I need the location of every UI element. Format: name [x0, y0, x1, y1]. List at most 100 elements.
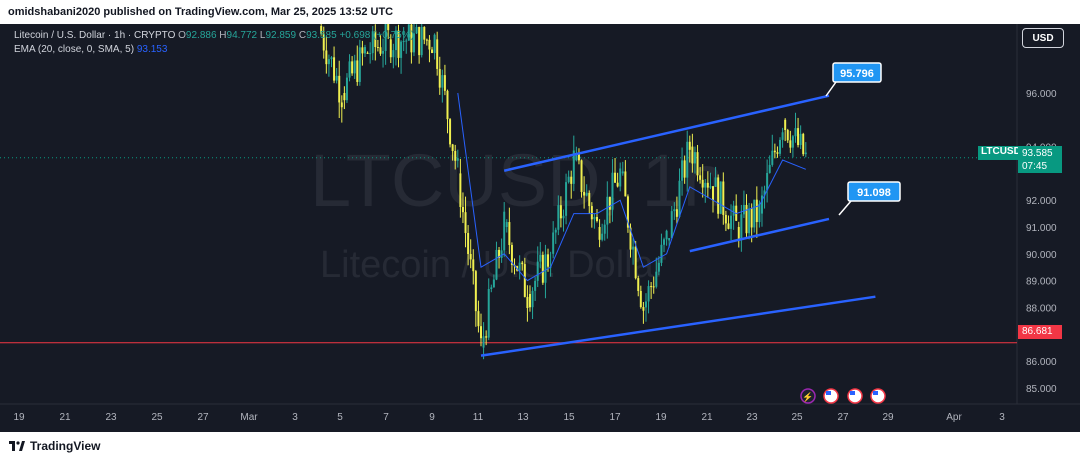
candle-body [343, 93, 346, 101]
candle-body [361, 47, 364, 54]
candle-body [335, 75, 338, 81]
support-price-value: 86.681 [1022, 326, 1053, 337]
candle-body [333, 57, 336, 81]
candle-body [379, 47, 382, 54]
legend-ema-label[interactable]: EMA (20, close, 0, SMA, 5) [14, 44, 135, 55]
candle-body [577, 153, 580, 161]
price-axis[interactable]: 85.00086.00087.00088.00089.00090.00091.0… [1026, 89, 1057, 395]
legend-change: +0.698 (+0.75%) [339, 30, 414, 41]
candle-body [588, 192, 591, 207]
events-row[interactable]: ⚡ [800, 388, 886, 404]
watermark-name: Litecoin / U.S. Dollar [320, 244, 667, 286]
trendline-2[interactable] [689, 217, 830, 253]
trendline-3[interactable] [480, 295, 876, 357]
candle-body [596, 216, 598, 221]
candle-body [624, 171, 627, 197]
candle-body [606, 196, 609, 225]
chart-canvas[interactable]: LTCUSD, 1h Litecoin / U.S. Dollar 85.000… [0, 24, 1080, 432]
ema-line[interactable] [457, 92, 806, 282]
candle-body [701, 179, 704, 188]
x-tick-label: 19 [13, 412, 25, 423]
candle-body [521, 262, 524, 265]
y-tick-label: 85.000 [1026, 384, 1057, 395]
candle-body [760, 195, 763, 214]
candle-body [665, 230, 668, 240]
y-tick-label: 90.000 [1026, 250, 1057, 261]
legend-symbol[interactable]: Litecoin / U.S. Dollar · 1h · CRYPTO [14, 30, 176, 41]
candle-body [526, 296, 529, 308]
currency-button[interactable]: USD [1022, 28, 1064, 48]
candle-body [464, 212, 467, 234]
candle-body [575, 153, 578, 160]
candle-body [351, 61, 354, 74]
candle-body [402, 41, 405, 43]
candle-body [727, 223, 730, 229]
candle-body [693, 152, 696, 164]
candle-body [485, 336, 488, 338]
y-tick-label: 89.000 [1026, 277, 1057, 288]
candle-body [789, 140, 792, 148]
x-tick-label: 23 [105, 412, 117, 423]
candle-body [480, 326, 482, 339]
candle-body [477, 311, 480, 327]
legend-open-label: O [178, 30, 186, 41]
candle-body [374, 31, 377, 48]
trendline-1[interactable] [503, 94, 830, 172]
chart-lines-layer [0, 157, 1017, 344]
candle-body [590, 206, 593, 220]
tradingview-logo-text: TradingView [30, 439, 101, 453]
chart-panel[interactable]: LTCUSD, 1h Litecoin / U.S. Dollar 85.000… [0, 24, 1080, 432]
candle-body [503, 211, 506, 251]
candle-body [330, 57, 333, 60]
candle-body [650, 286, 653, 288]
candle-body [327, 59, 330, 65]
candle-body [534, 280, 537, 291]
candle-body [644, 301, 647, 308]
x-tick-label: 3 [292, 412, 298, 423]
candle-body [619, 168, 622, 187]
x-tick-label: 5 [337, 412, 343, 423]
candle-body [655, 271, 658, 287]
x-tick-label: 3 [999, 412, 1005, 423]
tradingview-logo[interactable]: TradingView [9, 439, 100, 453]
candle-body [598, 227, 601, 240]
x-tick-label: 21 [701, 412, 713, 423]
candle-body [366, 52, 369, 54]
candle-body [748, 208, 751, 234]
candle-body [660, 244, 663, 263]
candle-body [340, 102, 343, 108]
zap-icon[interactable] [800, 388, 816, 404]
callout-lower-text: 91.098 [857, 187, 891, 199]
time-axis[interactable]: 19 21 23 25 27 Mar 3 5 7 9 11 13 15 17 19 21 23 25 27 29 Apr… [13, 412, 1005, 423]
x-tick-label: 29 [882, 412, 894, 423]
candle-body [794, 128, 797, 137]
candle-body [508, 222, 511, 245]
candle-body [626, 196, 629, 228]
candle-body [712, 186, 714, 201]
candle-body [629, 227, 632, 250]
countdown-value: 07:45 [1022, 161, 1048, 172]
candle-body [709, 186, 712, 188]
x-tick-label: 9 [429, 412, 435, 423]
candle-body [722, 181, 725, 215]
x-tick-label: 7 [383, 412, 389, 423]
candle-body [487, 288, 490, 338]
candle-body [737, 227, 740, 240]
candle-body [678, 180, 681, 217]
candle-body [382, 50, 385, 54]
candle-body [766, 172, 769, 191]
candle-body [433, 34, 436, 54]
candle-body [353, 60, 356, 74]
trendlines-layer[interactable] [480, 94, 876, 357]
candle-body [732, 205, 735, 216]
candle-body [492, 279, 495, 288]
candle-body [673, 209, 676, 212]
y-tick-label: 96.000 [1026, 89, 1057, 100]
candle-body [750, 208, 753, 228]
candle-body [358, 47, 361, 82]
candle-body [425, 39, 428, 41]
candle-body [639, 290, 642, 308]
chart-legend[interactable]: Litecoin / U.S. Dollar · 1h · CRYPTO O92… [14, 29, 414, 57]
candle-body [557, 205, 560, 230]
candle-body [614, 172, 617, 183]
